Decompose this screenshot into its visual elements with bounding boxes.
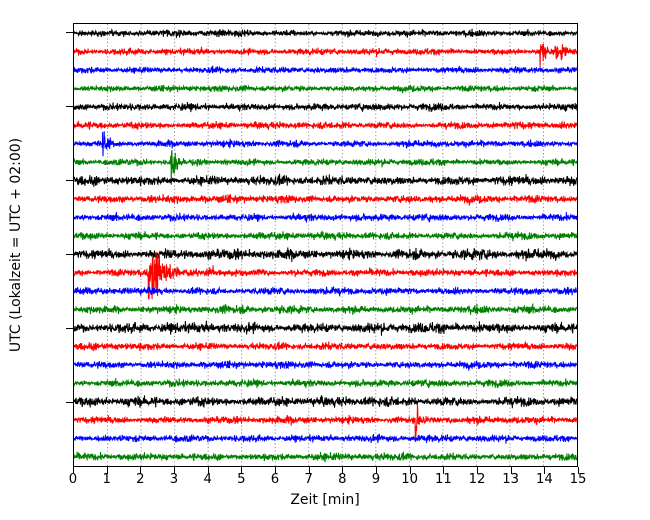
- x-tick-label: 7: [304, 472, 313, 487]
- y-tick-mark: [66, 328, 73, 330]
- x-tick-mark: [510, 467, 512, 474]
- seismogram-trace: [74, 247, 577, 263]
- seismogram-trace: [74, 230, 577, 242]
- seismogram-trace: [74, 433, 577, 444]
- seismogram-trace: [74, 320, 577, 336]
- plot-area: [73, 23, 578, 467]
- x-tick-mark: [544, 467, 546, 474]
- seismogram-trace: [74, 378, 577, 389]
- x-tick-mark: [308, 467, 310, 474]
- seismogram-trace: [74, 43, 577, 68]
- x-tick-label: 6: [270, 472, 280, 487]
- x-axis-label: Zeit [min]: [290, 492, 360, 508]
- x-tick-label: 15: [569, 472, 587, 487]
- seismogram-trace: [74, 285, 577, 297]
- x-tick-mark: [409, 467, 411, 474]
- x-tick-label: 10: [401, 472, 419, 487]
- x-tick-label: 14: [535, 472, 553, 487]
- seismogram-trace: [74, 131, 577, 157]
- x-tick-mark: [342, 467, 344, 474]
- y-tick-mark: [66, 180, 73, 182]
- y-tick-mark: [66, 254, 73, 256]
- x-tick-mark: [443, 467, 445, 474]
- seismogram-trace: [74, 101, 577, 113]
- y-tick-mark: [66, 402, 73, 404]
- seismogram-trace: [74, 360, 577, 371]
- x-tick-label: 5: [237, 472, 246, 487]
- x-tick-mark: [140, 467, 142, 474]
- seismogram-traces: [74, 28, 577, 463]
- seismogram-trace: [74, 120, 577, 130]
- seismogram-trace: [74, 150, 577, 185]
- x-tick-mark: [241, 467, 243, 474]
- x-tick-label: 3: [169, 472, 179, 487]
- x-tick-label: 4: [203, 472, 212, 487]
- seismogram-trace: [74, 341, 577, 352]
- seismogram-trace: [74, 404, 577, 442]
- x-tick-mark: [106, 467, 108, 474]
- seismogram-trace: [74, 395, 577, 409]
- seismogram-trace: [74, 83, 577, 94]
- x-tick-label: 12: [468, 472, 486, 487]
- seismogram-trace: [74, 252, 577, 300]
- y-tick-mark: [66, 106, 73, 108]
- seismogram-trace: [74, 193, 577, 206]
- x-tick-label: 8: [338, 472, 347, 487]
- x-tick-mark: [275, 467, 276, 474]
- x-tick-label: 11: [434, 472, 452, 487]
- x-tick-mark: [376, 467, 377, 474]
- x-tick-label: 13: [502, 472, 520, 487]
- x-tick-mark: [73, 467, 74, 474]
- y-axis-label: UTC (Lokalzeit = UTC + 02:00): [8, 137, 24, 353]
- x-tick-label: 9: [371, 472, 381, 487]
- seismogram-trace: [74, 28, 577, 38]
- seismogram-trace: [74, 173, 577, 187]
- x-tick-mark: [174, 467, 175, 474]
- x-tick-mark: [477, 467, 478, 474]
- y-tick-mark: [66, 32, 73, 34]
- seismogram-trace: [74, 451, 577, 463]
- seismogram-trace: [74, 212, 577, 224]
- seismogram-trace: [74, 65, 577, 75]
- seismogram-trace: [74, 303, 577, 315]
- x-tick-label: 1: [102, 472, 111, 487]
- x-tick-mark: [578, 467, 579, 474]
- x-tick-label: 0: [68, 472, 78, 487]
- x-tick-label: 2: [136, 472, 145, 487]
- x-tick-mark: [207, 467, 209, 474]
